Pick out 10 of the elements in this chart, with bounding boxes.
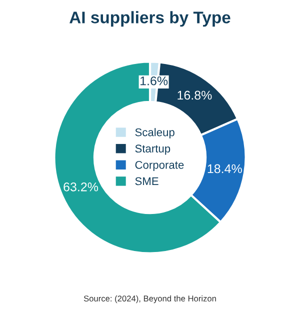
legend-label: Scaleup	[135, 128, 174, 138]
data-label: 16.8%	[178, 90, 212, 100]
source-note: Source: (2024), Beyond the Horizon	[84, 295, 216, 304]
data-label: 1.6%	[140, 76, 168, 86]
legend-label: SME	[135, 177, 158, 186]
legend-label: Corporate	[135, 160, 184, 172]
data-label: 63.2%	[64, 182, 98, 192]
chart-title: AI suppliers by Type	[70, 11, 230, 27]
legend-label: Startup	[135, 144, 170, 155]
data-label: 18.4%	[208, 164, 242, 174]
